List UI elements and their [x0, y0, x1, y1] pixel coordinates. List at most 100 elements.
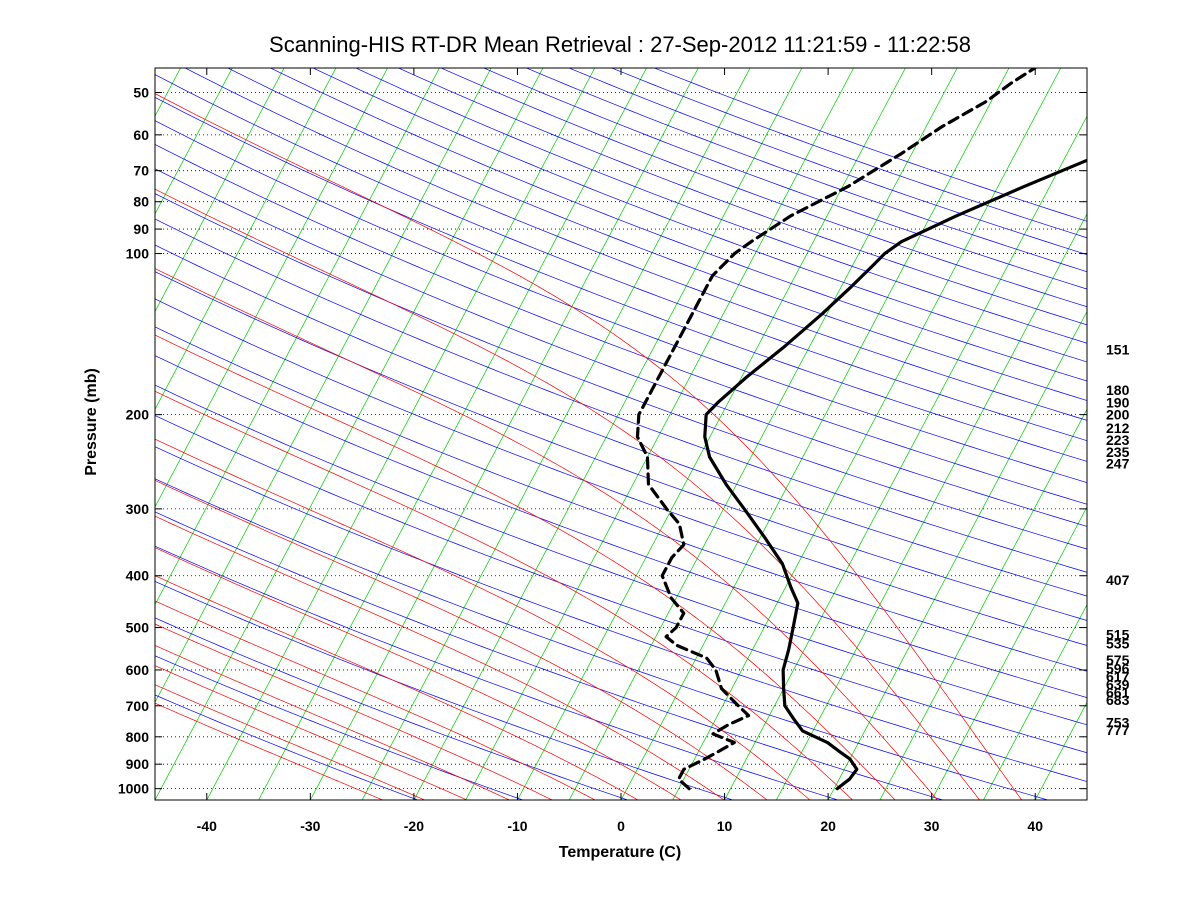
moist-adiabat-line — [155, 623, 553, 800]
axes: -40 -30 -20 -10 0 10 20 30 40 50 60 70 80 90 100 200 300… — [118, 67, 1130, 834]
dry-adiabat-line — [155, 96, 1087, 462]
dry-adiabat-line — [155, 193, 1087, 550]
x-tick-label: 40 — [1027, 818, 1043, 834]
isotherm-line — [155, 68, 285, 313]
dry-adiabat-line — [355, 68, 1087, 344]
isotherm-line — [879, 408, 1087, 800]
right-level-label: 515 — [1106, 626, 1130, 642]
y-tick-label: 400 — [126, 568, 150, 584]
right-level-label: 777 — [1106, 722, 1130, 738]
y-tick-label: 90 — [133, 221, 149, 237]
right-level-label: 407 — [1106, 572, 1130, 588]
dry-adiabat-line — [155, 218, 1087, 573]
right-level-label: 247 — [1106, 456, 1130, 472]
x-tick-label: 0 — [617, 818, 625, 834]
dry-adiabat-line — [525, 68, 1087, 273]
moist-adiabat-line — [155, 665, 468, 800]
right-level-label: 212 — [1106, 420, 1130, 436]
y-tick-label: 50 — [133, 84, 149, 100]
isotherm-line — [983, 603, 1087, 800]
x-tick-label: -40 — [197, 818, 217, 834]
isotherm-line — [517, 68, 906, 800]
right-level-label: 180 — [1106, 382, 1130, 398]
dry-adiabat-line — [155, 694, 418, 800]
moist-adiabat-line — [155, 479, 768, 800]
moist-adiabat-line — [155, 600, 596, 800]
isotherm-line — [568, 68, 958, 800]
x-axis-label: Temperature (C) — [559, 844, 681, 861]
right-level-label: 151 — [1106, 341, 1130, 357]
dry-adiabat-line — [184, 68, 1087, 421]
dry-adiabat-line — [155, 415, 1087, 754]
isotherm-line — [155, 68, 233, 215]
isotherm-line — [465, 68, 855, 800]
y-tick-label: 800 — [126, 729, 150, 745]
dry-adiabat-line — [269, 68, 1087, 382]
dry-adiabat-line — [653, 68, 1087, 222]
dry-adiabat-line — [440, 68, 1087, 308]
isotherm-line — [1133, 41, 1200, 811]
y-tick-label: 70 — [133, 163, 149, 179]
isotherm-line — [155, 68, 440, 606]
moist-adiabat-line — [155, 390, 854, 800]
right-level-label: 596 — [1106, 660, 1130, 676]
y-tick-label: 700 — [126, 698, 150, 714]
dry-adiabat-line — [155, 120, 1087, 483]
y-tick-label: 600 — [126, 662, 150, 678]
right-level-label: 190 — [1106, 395, 1130, 411]
right-level-label: 753 — [1106, 715, 1130, 731]
moist-adiabat-line — [155, 702, 384, 800]
dry-adiabat-line — [155, 478, 1048, 800]
plot-area — [0, 41, 1200, 811]
temperature-profile-line — [703, 158, 1087, 791]
chart-title: Scanning-HIS RT-DR Mean Retrieval : 27-S… — [269, 32, 971, 57]
dry-adiabat-line — [155, 74, 1087, 442]
dry-adiabat-line — [155, 655, 523, 800]
dry-adiabat-line — [155, 617, 628, 800]
x-tick-label: -20 — [404, 818, 424, 834]
moist-adiabat-line — [155, 268, 938, 800]
right-level-label: 617 — [1106, 668, 1130, 684]
isotherm-line — [672, 68, 1062, 800]
right-level-label: 535 — [1106, 635, 1130, 651]
x-tick-label: 10 — [717, 818, 733, 834]
dry-adiabat-line — [312, 68, 1087, 363]
y-tick-label: 500 — [126, 620, 150, 636]
moist-adiabat-line — [155, 547, 682, 800]
isotherm-line — [724, 115, 1087, 800]
moist-adiabat-line — [155, 334, 896, 800]
y-tick-label: 60 — [133, 127, 149, 143]
dry-adiabat-line — [397, 68, 1087, 326]
isotherm-line — [361, 68, 751, 800]
right-level-label: 575 — [1106, 652, 1130, 668]
moist-adiabat-line — [155, 515, 725, 800]
dry-adiabat-line — [155, 511, 943, 800]
x-tick-label: 30 — [924, 818, 940, 834]
dry-adiabat-line — [482, 68, 1087, 290]
right-level-label: 223 — [1106, 432, 1130, 448]
dry-adiabat-line — [155, 168, 1087, 527]
right-level-label: 200 — [1106, 407, 1130, 423]
isotherm-line — [0, 41, 91, 811]
isotherm-line — [413, 68, 803, 800]
dry-adiabat-line — [155, 298, 1087, 646]
moist-adiabat-line — [155, 188, 981, 800]
dry-adiabat-line — [155, 545, 838, 800]
y-tick-label: 100 — [126, 246, 150, 262]
isotherm-line — [155, 68, 492, 704]
isotherm-line — [1086, 799, 1087, 800]
dry-adiabat-line — [155, 244, 1087, 597]
isotherm-line — [0, 41, 40, 811]
dry-adiabat-line — [568, 68, 1087, 255]
isotherm-line — [155, 68, 389, 508]
y-tick-label: 200 — [126, 407, 150, 423]
isotherm-line — [155, 68, 544, 800]
moist-adiabat-line — [155, 438, 811, 800]
y-tick-label: 900 — [126, 756, 150, 772]
dry-adiabat-line — [155, 271, 1087, 621]
dry-adiabat-line — [155, 446, 1087, 782]
dry-adiabat-line — [155, 326, 1087, 672]
dry-adiabat-line — [155, 355, 1087, 699]
isotherm-line — [775, 213, 1087, 800]
